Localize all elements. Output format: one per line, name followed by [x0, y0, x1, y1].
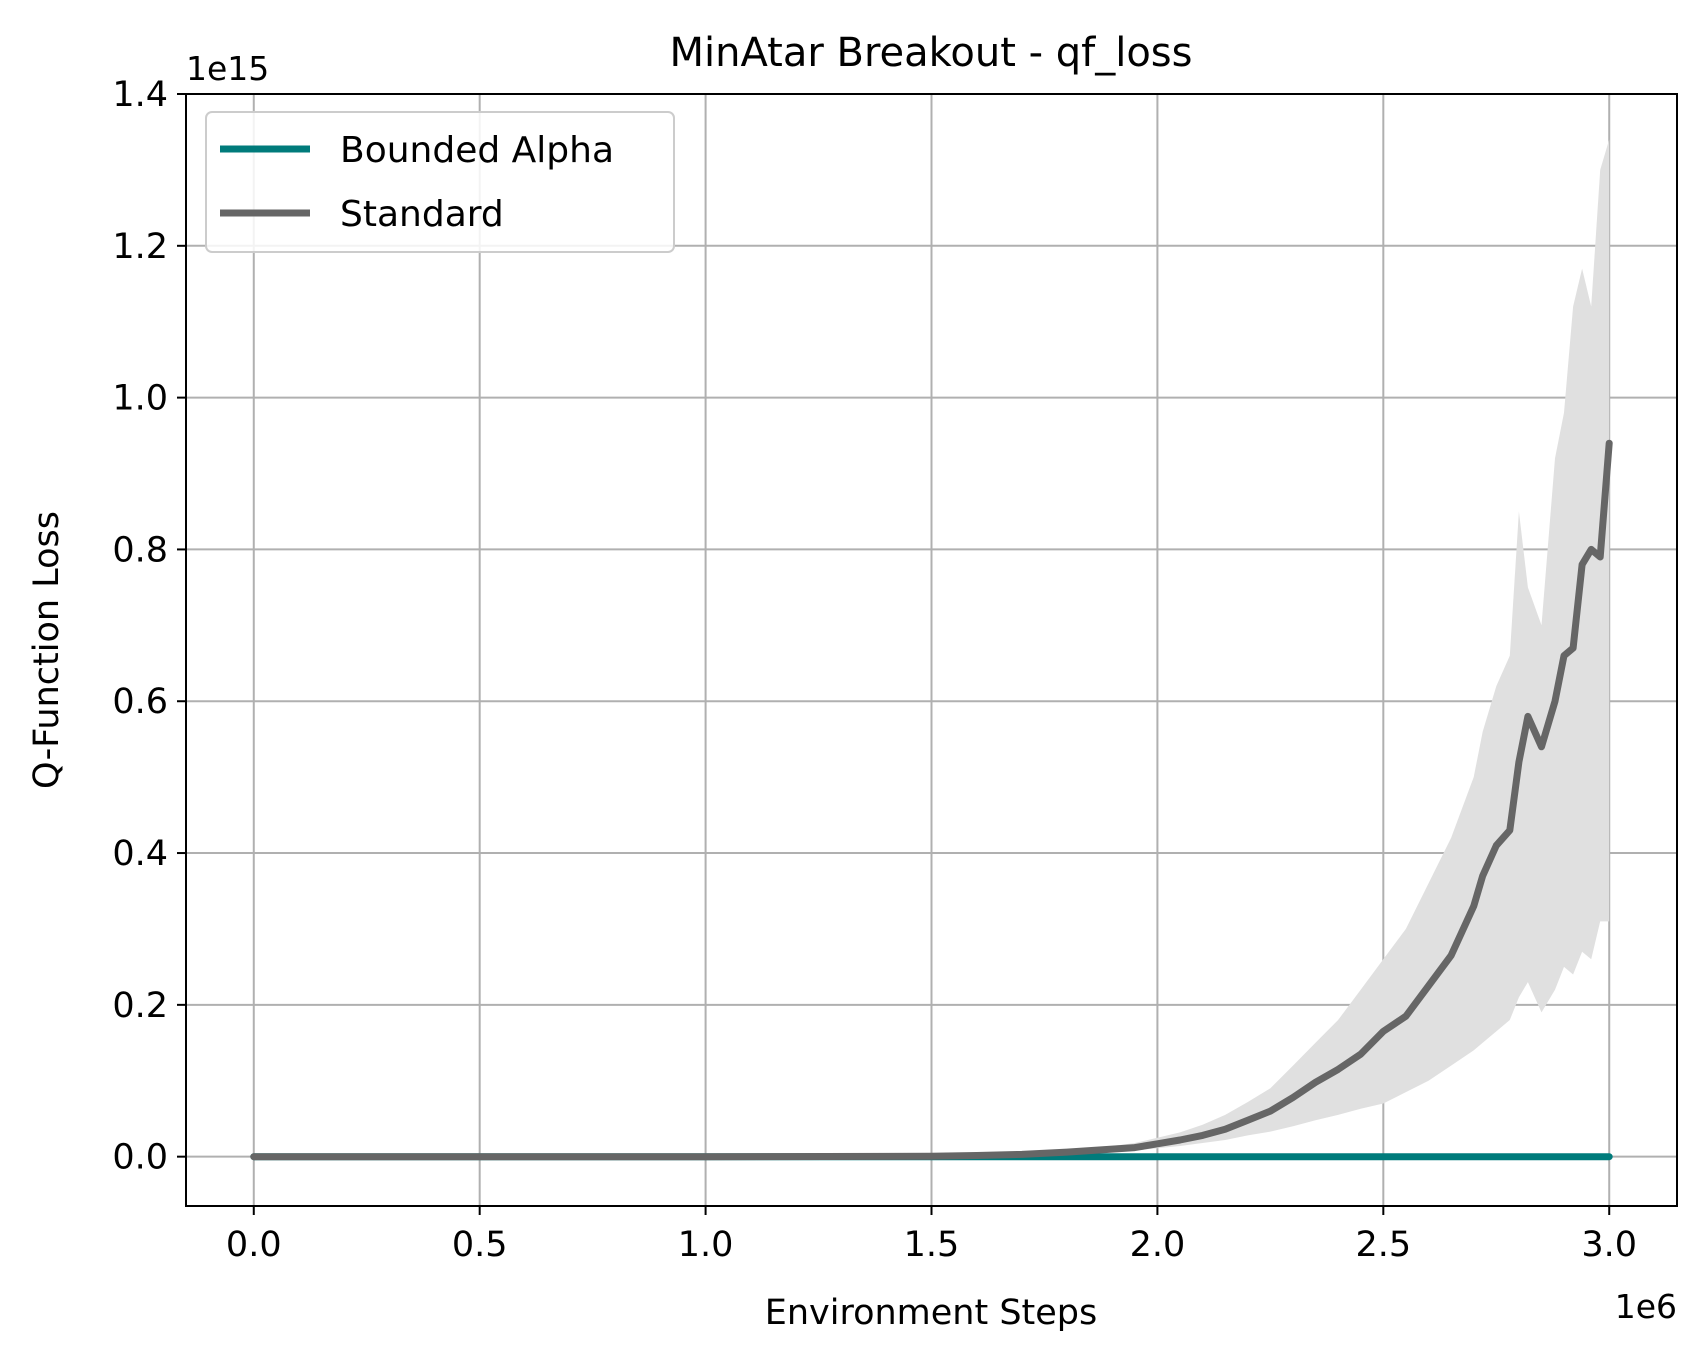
y-tick-label: 0.0	[112, 1138, 168, 1178]
y-tick-label: 1.2	[112, 227, 168, 267]
x-tick-label: 2.0	[1130, 1225, 1186, 1265]
y-tick-label: 0.4	[112, 834, 168, 874]
y-tick-label: 0.2	[112, 986, 168, 1026]
y-tick-label: 1.4	[112, 75, 168, 115]
series-line-standard	[250, 439, 1613, 1161]
x-scale-label: 1e6	[1615, 1287, 1677, 1326]
chart-title: MinAtar Breakout - qf_loss	[670, 30, 1193, 76]
y-tick-label: 0.6	[112, 682, 168, 722]
y-axis-label: Q-Function Loss	[27, 511, 67, 789]
x-axis-ticks: 0.0 0.5 1.0 1.5 2.0 2.5 3.0	[226, 1206, 1637, 1265]
x-tick-label: 0.0	[226, 1225, 282, 1265]
series-layer	[250, 439, 1613, 1161]
x-tick-label: 0.5	[452, 1225, 508, 1265]
y-tick-label: 0.8	[112, 530, 168, 570]
x-tick-label: 1.5	[904, 1225, 960, 1265]
legend: Bounded Alpha Standard	[205, 111, 675, 253]
legend-label-bounded-alpha: Bounded Alpha	[340, 130, 614, 171]
legend-label-standard: Standard	[340, 194, 504, 235]
x-tick-label: 2.5	[1355, 1225, 1411, 1265]
legend-frame	[205, 111, 675, 253]
y-axis-ticks: 0.0 0.2 0.4 0.6 0.8 1.0 1.2 1.4	[112, 75, 186, 1178]
x-tick-label: 3.0	[1581, 1225, 1637, 1265]
y-scale-label: 1e15	[186, 49, 269, 88]
x-tick-label: 1.0	[678, 1225, 734, 1265]
x-axis-label: Environment Steps	[765, 1293, 1098, 1333]
y-tick-label: 1.0	[112, 379, 168, 419]
